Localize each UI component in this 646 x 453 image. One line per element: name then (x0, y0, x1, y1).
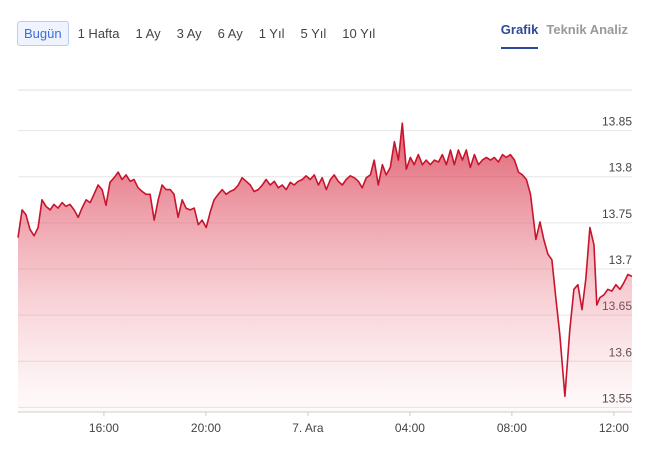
tab[interactable]: 1 Ay (135, 26, 161, 41)
price-line (17, 122, 633, 398)
x-tick-label: 16:00 (89, 421, 119, 435)
view-tabs: Grafik Teknik Analiz (500, 22, 628, 49)
view-tab[interactable]: Grafik (500, 22, 539, 49)
y-tick-label: 13.7 (609, 253, 633, 267)
view-tab[interactable]: Teknik Analiz (546, 22, 628, 37)
y-tick-label: 13.8 (609, 161, 633, 175)
tab[interactable]: 10 Yıl (342, 26, 376, 41)
range-tabs: Bugün 1 Hafta 1 Ay 3 Ay 6 Ay 1 Yıl 5 Yıl… (17, 21, 384, 46)
area-fill (18, 123, 632, 412)
tab[interactable]: 6 Ay (217, 26, 243, 41)
y-tick-label: 13.75 (602, 207, 632, 221)
y-tick-label: 13.85 (602, 115, 632, 129)
tab[interactable]: 1 Yıl (258, 26, 285, 41)
x-tick-label: 7. Ara (292, 421, 324, 435)
x-tick-label: 04:00 (395, 421, 425, 435)
tab[interactable]: 5 Yıl (300, 26, 327, 41)
x-tick-label: 20:00 (191, 421, 221, 435)
tab[interactable]: 1 Hafta (77, 26, 120, 41)
tab[interactable]: Bugün (17, 21, 69, 46)
tab[interactable]: 3 Ay (176, 26, 202, 41)
x-tick-label: 12:00 (599, 421, 629, 435)
x-tick-label: 08:00 (497, 421, 527, 435)
